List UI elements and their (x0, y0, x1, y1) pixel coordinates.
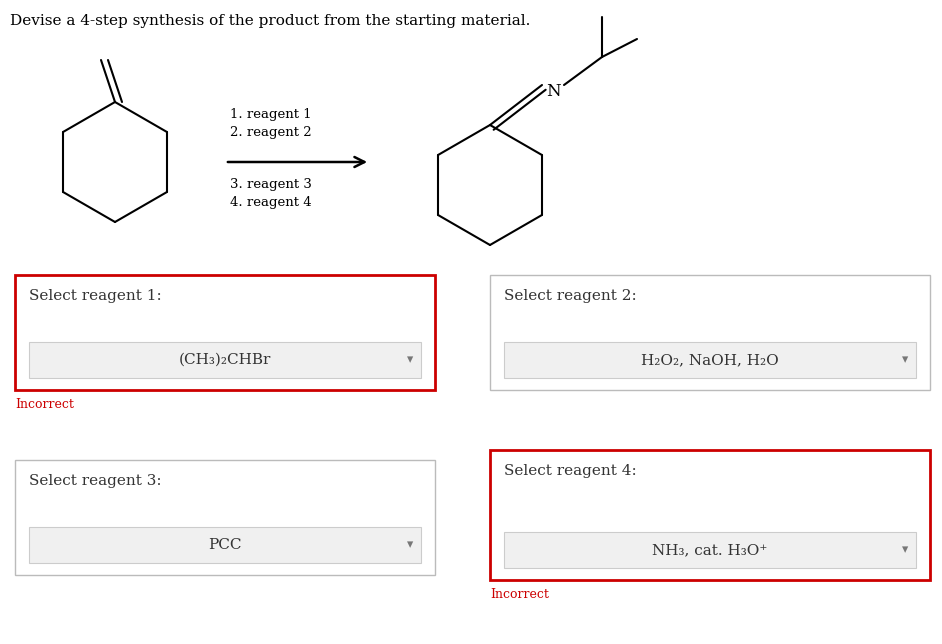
Bar (15, 460, 435, 575)
Text: 1. reagent 1: 1. reagent 1 (230, 108, 312, 121)
Bar (490, 275, 930, 390)
Text: 3. reagent 3: 3. reagent 3 (230, 178, 312, 191)
Text: Select reagent 1:: Select reagent 1: (29, 289, 162, 303)
Text: H₂O₂, NaOH, H₂O: H₂O₂, NaOH, H₂O (642, 353, 779, 367)
Text: ▾: ▾ (901, 354, 908, 366)
Text: Select reagent 3:: Select reagent 3: (29, 474, 162, 488)
Text: 4. reagent 4: 4. reagent 4 (230, 196, 312, 209)
Bar (29, 527, 421, 563)
Text: ▾: ▾ (901, 544, 908, 556)
Text: 2. reagent 2: 2. reagent 2 (230, 126, 312, 139)
Text: (CH₃)₂CHBr: (CH₃)₂CHBr (179, 353, 271, 367)
Bar (490, 450, 930, 580)
Bar (15, 275, 435, 390)
Text: Devise a 4-step synthesis of the product from the starting material.: Devise a 4-step synthesis of the product… (10, 14, 530, 28)
Bar (29, 342, 421, 378)
Text: PCC: PCC (208, 538, 242, 552)
Text: ▾: ▾ (407, 354, 413, 366)
Text: Select reagent 2:: Select reagent 2: (504, 289, 637, 303)
Text: N: N (546, 82, 560, 100)
Text: ▾: ▾ (407, 538, 413, 551)
Text: Incorrect: Incorrect (490, 588, 549, 601)
Text: Select reagent 4:: Select reagent 4: (504, 464, 637, 478)
Text: Incorrect: Incorrect (15, 398, 73, 411)
Bar (504, 532, 916, 568)
Text: NH₃, cat. H₃O⁺: NH₃, cat. H₃O⁺ (652, 543, 768, 557)
Bar (504, 342, 916, 378)
